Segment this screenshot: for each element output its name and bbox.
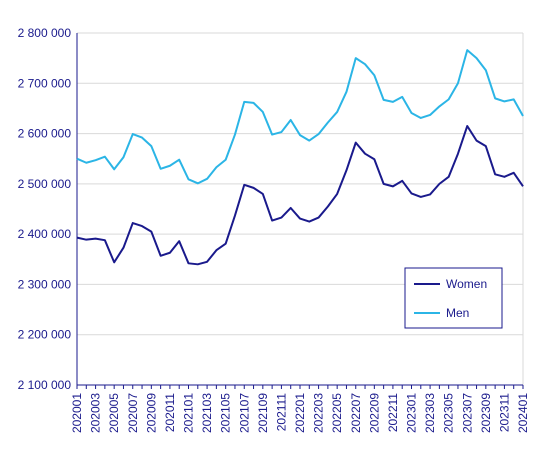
x-tick-label: 202111 xyxy=(274,393,288,432)
y-tick-label: 2 100 000 xyxy=(18,378,72,392)
x-tick-label: 202205 xyxy=(330,393,344,433)
x-tick-label: 202011 xyxy=(163,393,177,432)
legend-label-women: Women xyxy=(446,277,487,291)
x-tick-label: 202301 xyxy=(405,393,419,433)
x-tick-label: 202005 xyxy=(107,393,121,433)
x-tick-label: 202203 xyxy=(312,393,326,433)
x-tick-label: 202001 xyxy=(70,393,84,433)
x-tick-label: 202305 xyxy=(442,393,456,433)
x-tick-label: 202207 xyxy=(349,393,363,433)
series-line-women xyxy=(76,125,524,266)
legend-label-men: Men xyxy=(446,306,469,320)
series-lines xyxy=(76,49,524,266)
y-tick-label: 2 400 000 xyxy=(18,227,72,241)
series-line-men xyxy=(76,49,524,185)
x-tick-label: 202009 xyxy=(144,393,158,433)
axes: 2 100 000 2 200 000 2 300 000 2 400 000 2 50… xyxy=(18,26,530,433)
legend-box xyxy=(404,267,503,329)
x-tick-label: 202103 xyxy=(200,393,214,433)
x-tick-label: 202105 xyxy=(219,393,233,433)
x-tick-label: 202309 xyxy=(479,393,493,433)
y-tick-label: 2 600 000 xyxy=(18,127,72,141)
x-tick-label: 202109 xyxy=(256,393,270,433)
x-tick-label: 202003 xyxy=(89,393,103,433)
x-tick-label: 202007 xyxy=(126,393,140,433)
y-tick-label: 2 300 000 xyxy=(18,277,72,291)
legend: Women Men xyxy=(404,267,503,329)
y-tick-label: 2 800 000 xyxy=(18,26,72,40)
x-tick-label: 202211 xyxy=(386,393,400,432)
x-tick-label: 202107 xyxy=(237,393,251,433)
y-tick-label: 2 200 000 xyxy=(18,328,72,342)
x-tick-label: 202311 xyxy=(497,393,511,432)
x-tick-label: 202201 xyxy=(293,393,307,433)
x-tick-label: 202307 xyxy=(460,393,474,433)
x-tick-label: 202101 xyxy=(182,393,196,433)
x-tick-label: 202401 xyxy=(516,393,530,433)
y-tick-label: 2 700 000 xyxy=(18,76,72,90)
x-tick-label: 202303 xyxy=(423,393,437,433)
y-tick-label: 2 500 000 xyxy=(18,177,72,191)
x-tick-label: 202209 xyxy=(367,393,381,433)
